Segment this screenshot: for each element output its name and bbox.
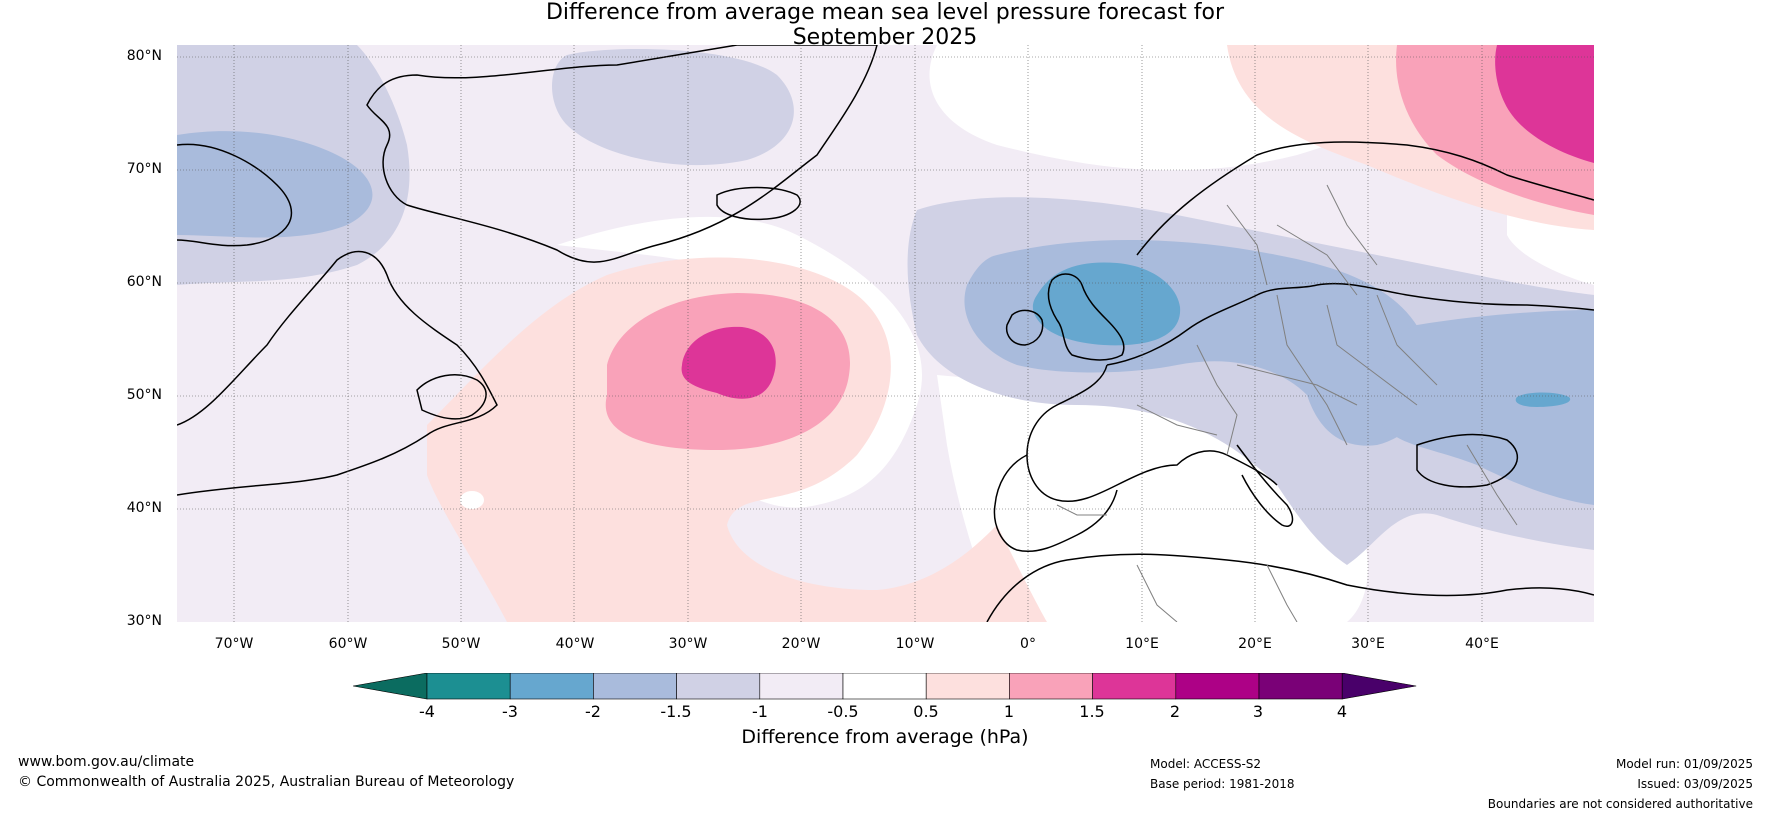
scandinavia-coast (1136, 141, 1594, 256)
lon-label-30e: 30°E (1351, 636, 1385, 652)
coastlines (177, 45, 1594, 622)
anomaly-blue-russia (1377, 310, 1594, 505)
colorbar-label: Difference from average (hPa) (741, 726, 1029, 748)
colorbar-tick-label: 0.5 (913, 702, 939, 721)
footer-model: Model: ACCESS-S2 (1150, 757, 1262, 771)
footer-issued: Issued: 03/09/2025 (1637, 777, 1753, 791)
lat-label-40n: 40°N (126, 500, 162, 516)
footer-model-run: Model run: 01/09/2025 (1615, 757, 1753, 771)
colorbar-tick-label: 2 (1169, 702, 1181, 721)
lon-label-10e: 10°E (1125, 636, 1159, 652)
colorbar-tick-label: 4 (1336, 702, 1348, 721)
colorbar-segment (759, 673, 844, 700)
colorbar-segment (1092, 673, 1177, 700)
anomaly-magenta-atlantic (681, 326, 776, 399)
iceland-coast (716, 186, 801, 221)
lon-label-20w: 20°W (781, 636, 821, 652)
lon-label-70w: 70°W (214, 636, 254, 652)
colorbar-tick-label: -1 (752, 702, 768, 721)
colorbar-tick-label: -2 (585, 702, 601, 721)
iberia-coast (993, 454, 1118, 553)
footer-disclaimer: Boundaries are not considered authoritat… (1487, 797, 1753, 811)
colorbar-tick-label: -0.5 (827, 702, 859, 721)
pressure-anomaly-map (177, 45, 1594, 622)
lon-label-40w: 40°W (555, 636, 595, 652)
anomaly-magenta-arctic (1495, 45, 1594, 163)
colorbar-segment (426, 673, 511, 700)
footer-base-period: Base period: 1981-2018 (1150, 777, 1295, 791)
colorbar-tick-label: 3 (1252, 702, 1264, 721)
colorbar-over-triangle (1341, 673, 1417, 700)
anomaly-blue-canada (177, 131, 373, 238)
lat-label-60n: 60°N (126, 274, 162, 290)
great-britain-coast (1047, 273, 1125, 361)
baffin-coast (177, 143, 293, 247)
graticule (177, 45, 1594, 622)
colorbar-tick-label: -1.5 (660, 702, 692, 721)
colorbar-tick-label: 1.5 (1079, 702, 1105, 721)
colorbar-segment (1175, 673, 1260, 700)
colorbar-segment (509, 673, 594, 700)
colorbar-segment (1009, 673, 1093, 700)
colorbar-tick-label: 1 (1003, 702, 1015, 721)
newfoundland-coast (416, 374, 487, 420)
footer-website: www.bom.gov.au/climate (18, 754, 195, 770)
anomaly-midblue-russia (1515, 392, 1571, 407)
colorbar-segment (842, 673, 927, 700)
colorbar-under-triangle (353, 673, 428, 700)
colorbar-tick-label: -4 (419, 702, 435, 721)
lat-label-50n: 50°N (126, 387, 162, 403)
anomaly-lavender-greenland-sea (552, 49, 794, 166)
map-title-line1: Difference from average mean sea level p… (545, 0, 1225, 25)
italy-coast (1236, 444, 1294, 527)
footer-copyright: © Commonwealth of Australia 2025, Austra… (18, 774, 515, 790)
country-borders (1056, 184, 1518, 622)
ireland-coast (1005, 309, 1044, 346)
colorbar (353, 673, 1417, 700)
map-title: Difference from average mean sea level p… (0, 0, 1770, 50)
europe-mainland-coast (1026, 282, 1594, 503)
colorbar-segment (676, 673, 761, 700)
colorbar-segment (1258, 673, 1343, 700)
lon-label-0: 0° (1020, 636, 1036, 652)
lon-label-20e: 20°E (1238, 636, 1272, 652)
anomaly-white-islet (460, 491, 484, 509)
lon-label-60w: 60°W (328, 636, 368, 652)
lon-label-30w: 30°W (668, 636, 708, 652)
north-africa-coast (986, 553, 1594, 622)
lon-label-10w: 10°W (895, 636, 935, 652)
lon-label-40e: 40°E (1465, 636, 1499, 652)
lon-label-50w: 50°W (441, 636, 481, 652)
labrador-coast (177, 250, 498, 496)
colorbar-segment (925, 673, 1010, 700)
lat-label-30n: 30°N (126, 613, 162, 629)
lat-label-80n: 80°N (126, 48, 162, 64)
black-sea-coast (1416, 433, 1519, 488)
greenland-coast (366, 45, 878, 263)
colorbar-segment (593, 673, 677, 700)
lat-label-70n: 70°N (126, 161, 162, 177)
colorbar-tick-label: -3 (502, 702, 518, 721)
